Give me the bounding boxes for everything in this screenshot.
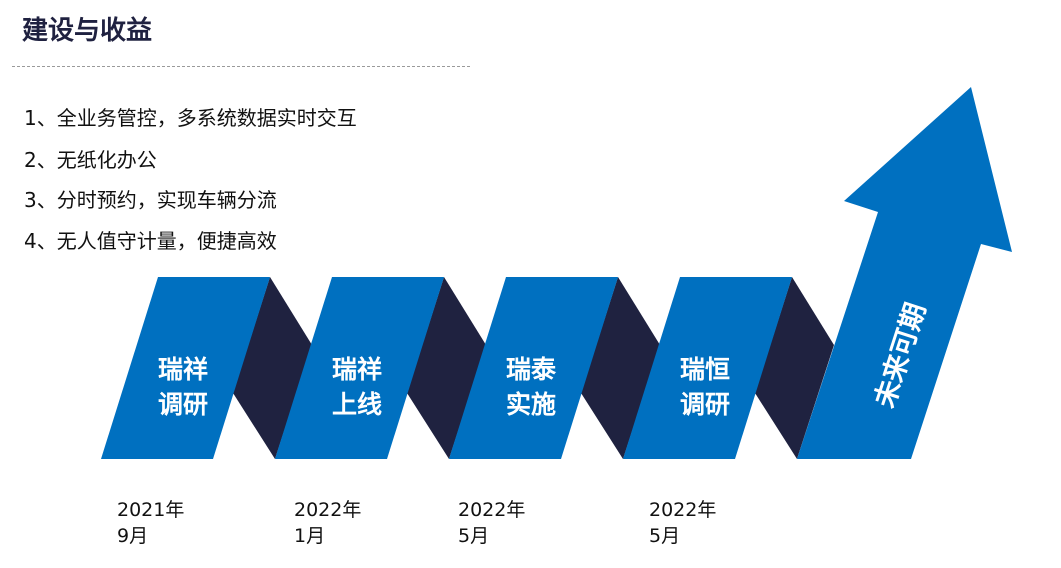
stage-panel: [449, 277, 618, 459]
stage-label: 瑞祥 调研: [157, 355, 208, 419]
list-item: 2、无纸化办公: [24, 148, 157, 172]
list-item: 1、全业务管控，多系统数据实时交互: [24, 106, 357, 130]
stage-label: 瑞恒 调研: [679, 355, 730, 419]
stage-date: 2022年 5月: [458, 499, 526, 547]
stage-label: 瑞泰 实施: [505, 355, 556, 419]
stage-panel: [623, 277, 792, 459]
stage-label: 瑞祥 上线: [331, 355, 382, 419]
stage-panel: [275, 277, 444, 459]
fold-segment: [755, 277, 834, 459]
future-arrow: [797, 87, 1012, 459]
fold-segment: [233, 277, 312, 459]
stage-date: 2022年 5月: [649, 499, 717, 547]
list-item: 3、分时预约，实现车辆分流: [24, 188, 277, 212]
fold-segment: [407, 277, 486, 459]
stage-date: 2022年 1月: [294, 499, 362, 547]
divider: [12, 66, 470, 67]
page-title: 建设与收益: [22, 16, 153, 46]
stage-date: 2021年 9月: [117, 499, 185, 547]
fold-segment: [581, 277, 660, 459]
stage-panel: [101, 277, 270, 459]
list-item: 4、无人值守计量，便捷高效: [24, 229, 277, 253]
